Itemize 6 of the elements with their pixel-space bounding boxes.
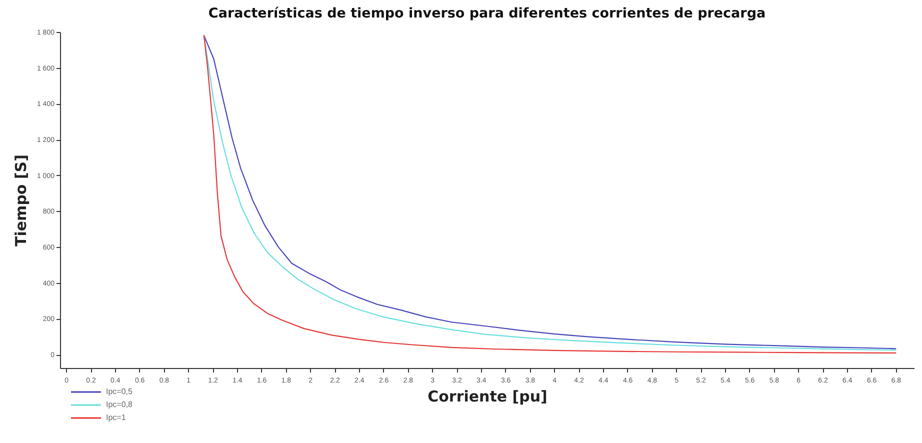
legend-label: Ipc=0,5	[106, 387, 134, 396]
chart-title: Características de tiempo inverso para diferentes corrientes de precarga	[208, 6, 766, 22]
x-axis-title: Corriente [pu]	[428, 388, 548, 406]
legend-label: Ipc=0,8	[106, 400, 134, 409]
legend-label: Ipc=1	[106, 413, 126, 422]
y-axis-title: Tiempo [S]	[12, 154, 30, 246]
